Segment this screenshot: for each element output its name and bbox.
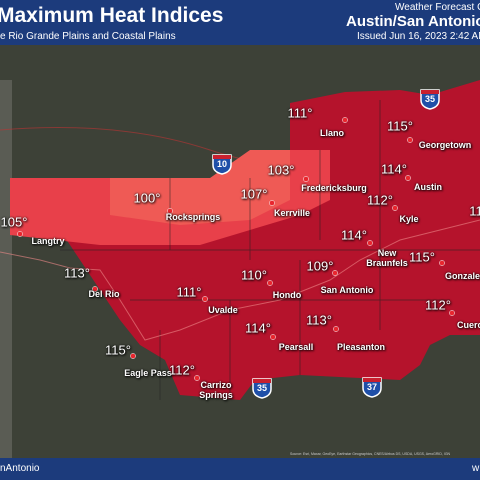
highway-shield	[252, 378, 272, 399]
city-name: Austin	[414, 182, 442, 192]
city-dot	[449, 310, 455, 316]
heat-index-value: 112°	[367, 192, 393, 208]
city-name: Llano	[320, 128, 344, 138]
heat-index-value: 107°	[240, 186, 268, 202]
heat-index-value: 114°	[381, 161, 407, 177]
heat-index-value: 113°	[306, 312, 332, 328]
city-dot	[202, 296, 208, 302]
highway-number: 10	[217, 159, 227, 169]
city-dot	[405, 175, 411, 181]
city-dot	[367, 240, 373, 246]
county-lines	[60, 100, 480, 400]
city-name: Kerrville	[273, 208, 311, 218]
heat-index-value: 111°	[176, 284, 202, 300]
city-name: Pleasanton	[336, 342, 386, 352]
city-dot	[332, 270, 338, 276]
city-name: Carrizo Springs	[199, 380, 233, 400]
heat-index-value: 115°	[387, 118, 413, 134]
heat-index-value: 103°	[267, 162, 295, 178]
city-dot	[333, 326, 339, 332]
city-dot	[17, 231, 23, 237]
city-dot	[92, 286, 98, 292]
heat-area	[10, 80, 480, 400]
city-name: Uvalde	[208, 305, 238, 315]
heat-index-value: 110°	[241, 267, 267, 283]
highway-shield	[362, 377, 382, 398]
highway-number: 35	[257, 383, 267, 393]
road	[0, 219, 480, 341]
city-dot	[342, 117, 348, 123]
terrain	[0, 80, 12, 460]
header-bar	[0, 0, 480, 45]
heat-index-value: 111°	[287, 105, 313, 121]
city-dot	[167, 208, 173, 214]
heat-index-value: 105°	[0, 214, 28, 230]
city-dot	[303, 176, 309, 182]
highway-shield-top	[363, 378, 381, 382]
highway-number: 35	[425, 94, 435, 104]
subtitle: e Rio Grande Plains and Coastal Plains	[0, 31, 176, 42]
highway-shield-top	[421, 90, 439, 94]
city-dot	[439, 260, 445, 266]
highway-shield-top	[213, 155, 231, 159]
heat-index-value: 112°	[425, 297, 451, 313]
city-name: Gonzales	[444, 271, 480, 281]
footer-right: w	[472, 463, 480, 474]
highway-shield	[420, 89, 440, 110]
city-dot	[194, 375, 200, 381]
city-name: Hondo	[272, 290, 302, 300]
city-name: San Antonio	[320, 285, 374, 295]
title: Maximum Heat Indices	[0, 4, 224, 27]
heat-index-value: 114°	[245, 320, 271, 336]
heat-index-value: 113°	[64, 265, 90, 281]
heat-index-value: 115°	[409, 249, 435, 265]
footer-bar	[0, 458, 480, 480]
edge-value: 11	[469, 203, 480, 219]
heat-index-value: 112°	[169, 362, 195, 378]
city-dot	[130, 353, 136, 359]
heat-index-value: 109°	[306, 258, 334, 274]
city-dot	[269, 200, 275, 206]
city-name: Kyle	[399, 214, 419, 224]
city-dot	[270, 334, 276, 340]
footer-handle: nAntonio	[0, 463, 40, 474]
city-name: Del Rio	[88, 289, 120, 299]
city-name: Cuero	[456, 320, 480, 330]
city-dot	[392, 205, 398, 211]
city-name: Eagle Pass	[124, 368, 172, 378]
city-name: Fredericksburg	[301, 183, 367, 193]
heat-index-value: 115°	[105, 342, 131, 358]
city-dot	[267, 280, 273, 286]
highway-shield	[212, 154, 232, 175]
heat-index-value: 100°	[133, 190, 161, 206]
city-dot	[407, 137, 413, 143]
highway-shield-top	[253, 379, 271, 383]
city-name: Rocksprings	[165, 212, 221, 222]
issued: Issued Jun 16, 2023 2:42 AM	[357, 31, 480, 42]
highway-number: 37	[367, 382, 377, 392]
location: Austin/San Antonio,	[346, 13, 480, 30]
city-name: Langtry	[31, 236, 65, 246]
city-name: New Braunfels	[366, 248, 408, 268]
heat-index-value: 114°	[341, 227, 367, 243]
city-name: Pearsall	[278, 342, 314, 352]
city-name: Georgetown	[418, 140, 472, 150]
heat-area-lowest	[110, 150, 290, 225]
source: Source: Esri, Maxar, GeoEye, Earthstar G…	[290, 452, 451, 456]
office: Weather Forecast O	[395, 2, 480, 13]
